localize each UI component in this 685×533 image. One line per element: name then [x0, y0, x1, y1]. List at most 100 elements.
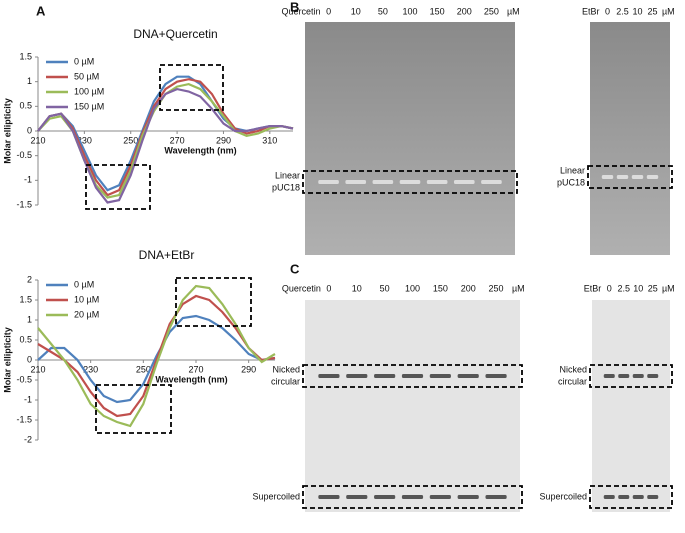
gel-band	[374, 495, 396, 499]
lane-label: 150	[430, 6, 445, 16]
band-label: Linear	[560, 165, 585, 175]
gel-band	[345, 180, 367, 184]
gel-band	[346, 374, 368, 378]
gel-band	[346, 495, 368, 499]
lane-label: 0	[605, 6, 610, 16]
gel-band	[481, 180, 502, 184]
gel-band	[457, 374, 479, 378]
lane-label: 25	[648, 283, 658, 293]
gel-band	[401, 374, 424, 378]
compound-label: Quercetin	[282, 6, 321, 16]
band-label: Supercoiled	[252, 491, 300, 501]
band-label: Nicked	[559, 364, 587, 374]
chart-title: DNA+EtBr	[139, 248, 195, 262]
lane-label: 0	[326, 283, 331, 293]
chart-title: DNA+Quercetin	[133, 27, 217, 41]
y-axis-label: Molar ellipticity	[2, 327, 12, 393]
y-tick-label: 0.5	[19, 334, 32, 344]
gel-band	[374, 374, 396, 378]
lane-label: 0	[607, 283, 612, 293]
legend-label: 20 µM	[74, 309, 99, 319]
gel-band	[646, 175, 659, 179]
gel-band	[632, 374, 644, 378]
gel-band	[603, 495, 615, 499]
y-tick-label: 1	[27, 314, 32, 324]
gel-band	[318, 180, 339, 184]
series-line	[37, 294, 276, 418]
x-tick-label: 250	[123, 135, 138, 145]
lane-label: 100	[405, 283, 420, 293]
band-label: circular	[271, 376, 300, 386]
series-line	[37, 78, 294, 197]
gel-band	[485, 374, 507, 378]
compound-label: Quercetin	[282, 283, 321, 293]
gel-band	[399, 180, 421, 184]
lane-label: 100	[402, 6, 417, 16]
lane-label: 200	[457, 6, 472, 16]
x-tick-label: 230	[77, 135, 92, 145]
x-tick-label: 250	[136, 364, 151, 374]
gel-band	[618, 495, 630, 499]
panel-label: A	[36, 3, 46, 18]
x-tick-label: 310	[262, 135, 277, 145]
legend-label: 0 µM	[74, 279, 94, 289]
gel-band	[631, 175, 644, 179]
dashed-box	[95, 384, 172, 434]
legend-label: 10 µM	[74, 294, 99, 304]
unit-label: µM	[662, 283, 675, 293]
y-tick-label: -1.5	[16, 414, 32, 424]
dashed-box	[159, 64, 224, 111]
band-label: Supercoiled	[539, 491, 587, 501]
lane-label: 10	[352, 283, 362, 293]
x-tick-label: 270	[170, 135, 185, 145]
lane-label: 2.5	[616, 6, 629, 16]
x-tick-label: 270	[188, 364, 203, 374]
dashed-box	[587, 165, 673, 189]
unit-label: µM	[512, 283, 525, 293]
series-line	[37, 314, 276, 404]
lane-label: 10	[633, 283, 643, 293]
gel-image	[592, 300, 670, 512]
series-line	[37, 87, 294, 204]
panel-label: C	[290, 261, 300, 276]
band-label: pUC18	[557, 177, 585, 187]
band-label: pUC18	[272, 182, 300, 192]
lane-label: 0	[326, 6, 331, 16]
compound-label: EtBr	[582, 6, 600, 16]
gel-band	[453, 180, 475, 184]
y-tick-label: 0.5	[19, 101, 32, 111]
y-tick-label: 0	[27, 125, 32, 135]
series-line	[37, 284, 276, 428]
y-axis-label: Molar ellipticity	[2, 98, 12, 164]
gel-band	[457, 495, 479, 499]
dashed-box	[302, 170, 518, 194]
panel-label: B	[290, 0, 299, 14]
gel-band	[372, 180, 394, 184]
y-tick-label: 0	[27, 354, 32, 364]
lane-label: 250	[489, 283, 504, 293]
y-tick-label: -1	[24, 394, 32, 404]
gel-image	[305, 300, 520, 512]
unit-label: µM	[507, 6, 520, 16]
lane-label: 2.5	[617, 283, 630, 293]
band-label: Nicked	[272, 364, 300, 374]
band-label: circular	[558, 376, 587, 386]
gel-image	[590, 22, 670, 255]
dashed-box	[589, 364, 673, 388]
y-tick-label: 2	[27, 274, 32, 284]
x-tick-label: 210	[30, 364, 45, 374]
dashed-box	[175, 277, 252, 327]
band-label: Linear	[275, 170, 300, 180]
legend-label: 0 µM	[74, 56, 94, 66]
y-tick-label: -0.5	[16, 374, 32, 384]
x-tick-label: 230	[83, 364, 98, 374]
compound-label: EtBr	[584, 283, 602, 293]
y-tick-label: 1	[27, 76, 32, 86]
x-tick-label: 290	[241, 364, 256, 374]
gel-band	[632, 495, 644, 499]
gel-band	[616, 175, 629, 179]
gel-band	[647, 374, 659, 378]
gel-band	[318, 374, 340, 378]
y-tick-label: -0.5	[16, 150, 32, 160]
